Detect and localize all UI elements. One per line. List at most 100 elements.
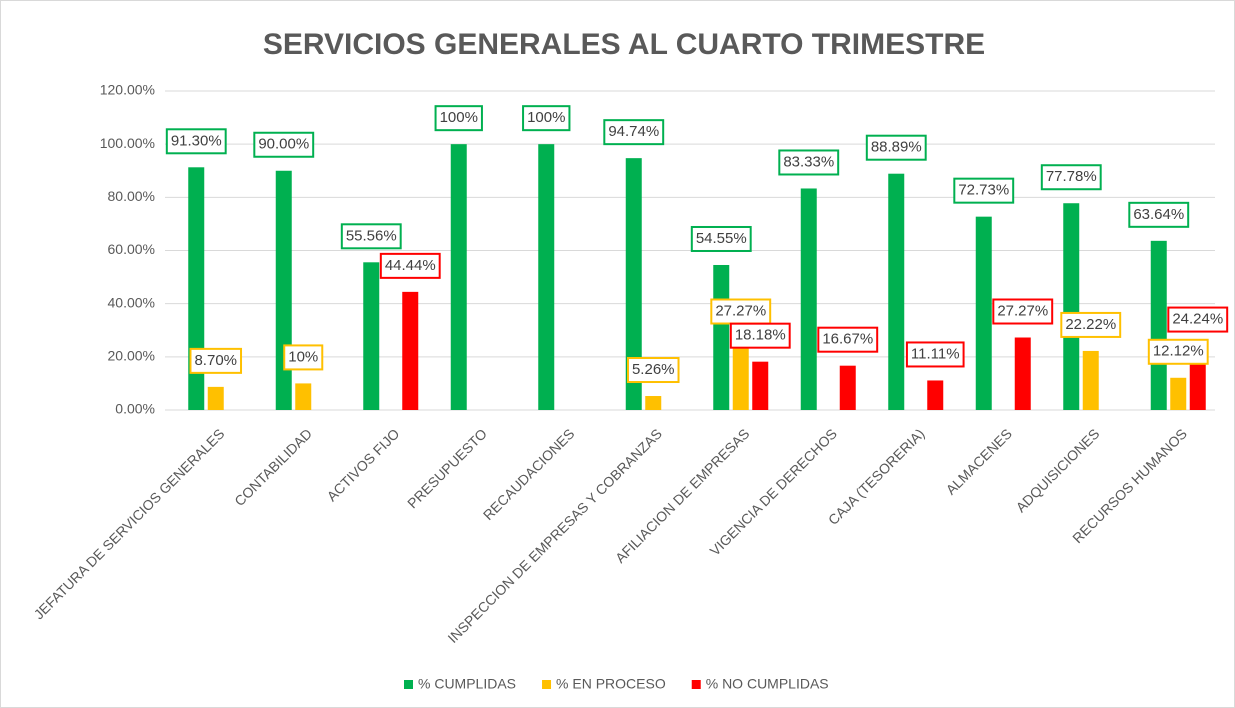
data-label-text: 24.24% [1172, 311, 1223, 328]
data-label-box [1147, 338, 1209, 365]
data-label: 27.27% [710, 298, 772, 325]
bar [888, 173, 905, 410]
data-label-box [165, 128, 227, 155]
data-label-box [283, 344, 324, 371]
data-label: 10% [283, 344, 324, 371]
data-label: 22.22% [1060, 311, 1122, 338]
data-label: 91.30% [165, 128, 227, 155]
data-label: 11.11% [905, 341, 965, 368]
data-label-text: 18.18% [735, 327, 786, 344]
data-label-text: 22.22% [1065, 316, 1116, 333]
data-label-text: 27.27% [715, 302, 766, 319]
bar [1014, 337, 1031, 410]
data-label-text: 100% [440, 109, 478, 126]
data-label-text: 27.27% [997, 302, 1048, 319]
legend-label: % EN PROCESO [556, 676, 666, 692]
data-label: 72.73% [953, 177, 1015, 204]
data-label-box [189, 347, 243, 374]
data-label-text: 90.00% [258, 136, 309, 153]
data-label-text: 91.30% [171, 132, 222, 149]
data-label-box [953, 177, 1015, 204]
data-label-box [1060, 311, 1122, 338]
bar [207, 386, 224, 410]
legend-swatch [404, 680, 413, 689]
data-label-box [817, 326, 879, 353]
data-label-text: 8.70% [194, 352, 237, 369]
bar [800, 188, 817, 410]
y-tick-label: 80.00% [108, 188, 155, 204]
data-label: 24.24% [1167, 306, 1229, 333]
data-label-text: 5.26% [632, 361, 675, 378]
bar [538, 144, 555, 410]
y-tick-label: 0.00% [115, 401, 155, 417]
y-tick-label: 100.00% [100, 135, 155, 151]
data-label-box [729, 322, 791, 349]
data-label-box [865, 134, 927, 161]
bar [402, 291, 419, 410]
y-tick-label: 60.00% [108, 241, 155, 257]
bar [295, 383, 312, 410]
data-label-box [905, 341, 965, 368]
data-label-box [1040, 164, 1102, 191]
data-label: 12.12% [1147, 338, 1209, 365]
bar [713, 264, 730, 410]
data-label: 100% [522, 105, 571, 132]
data-label-text: 77.78% [1046, 168, 1097, 185]
bar [1150, 240, 1167, 410]
data-label-box [522, 105, 571, 132]
data-label: 54.55% [690, 225, 752, 252]
data-label-text: 63.64% [1133, 206, 1184, 223]
bar [645, 396, 662, 410]
data-label-box [778, 149, 840, 176]
data-label-text: 83.33% [783, 153, 834, 170]
data-label-text: 88.89% [871, 139, 922, 156]
data-label: 5.26% [626, 357, 680, 384]
data-label: 63.64% [1128, 201, 1190, 228]
data-label: 88.89% [865, 134, 927, 161]
data-label-text: 44.44% [385, 257, 436, 274]
data-label: 100% [434, 105, 483, 132]
data-label-text: 16.67% [822, 331, 873, 348]
bar [275, 170, 292, 410]
data-label-box [992, 298, 1054, 325]
bar [732, 337, 749, 410]
y-tick-label: 20.00% [108, 348, 155, 364]
bar [363, 262, 380, 410]
data-label: 90.00% [253, 131, 315, 158]
data-label: 94.74% [603, 119, 665, 146]
bar [1082, 350, 1099, 410]
bar [927, 380, 944, 410]
bar [450, 144, 467, 410]
data-label-box [340, 223, 402, 250]
data-label-box [379, 252, 441, 279]
data-label: 44.44% [379, 252, 441, 279]
bar [752, 361, 769, 410]
legend-swatch [691, 680, 701, 689]
data-label: 83.33% [778, 149, 840, 176]
data-label-box [253, 131, 315, 158]
data-label-text: 72.73% [958, 182, 1009, 199]
bar [625, 158, 642, 410]
data-label: 77.78% [1040, 164, 1102, 191]
data-label-box [434, 105, 483, 132]
data-label-text: 11.11% [911, 345, 960, 362]
legend-label: % CUMPLIDAS [418, 676, 516, 692]
data-label-text: 94.74% [608, 123, 659, 140]
data-label-box [603, 119, 665, 146]
bar [1063, 203, 1080, 410]
data-label-box [1167, 306, 1229, 333]
data-label: 27.27% [992, 298, 1054, 325]
legend-swatch [542, 680, 552, 689]
data-label-text: 10% [288, 348, 318, 365]
data-label-text: 12.12% [1153, 343, 1204, 360]
data-label: 16.67% [817, 326, 879, 353]
bar [1170, 377, 1187, 410]
chart-title: SERVICIOS GENERALES AL CUARTO TRIMESTRE [263, 28, 985, 61]
data-label: 55.56% [340, 223, 402, 250]
legend-label: % NO CUMPLIDAS [706, 676, 829, 692]
data-label-text: 54.55% [696, 230, 747, 247]
data-label-text: 55.56% [346, 227, 397, 244]
data-label: 18.18% [729, 322, 791, 349]
